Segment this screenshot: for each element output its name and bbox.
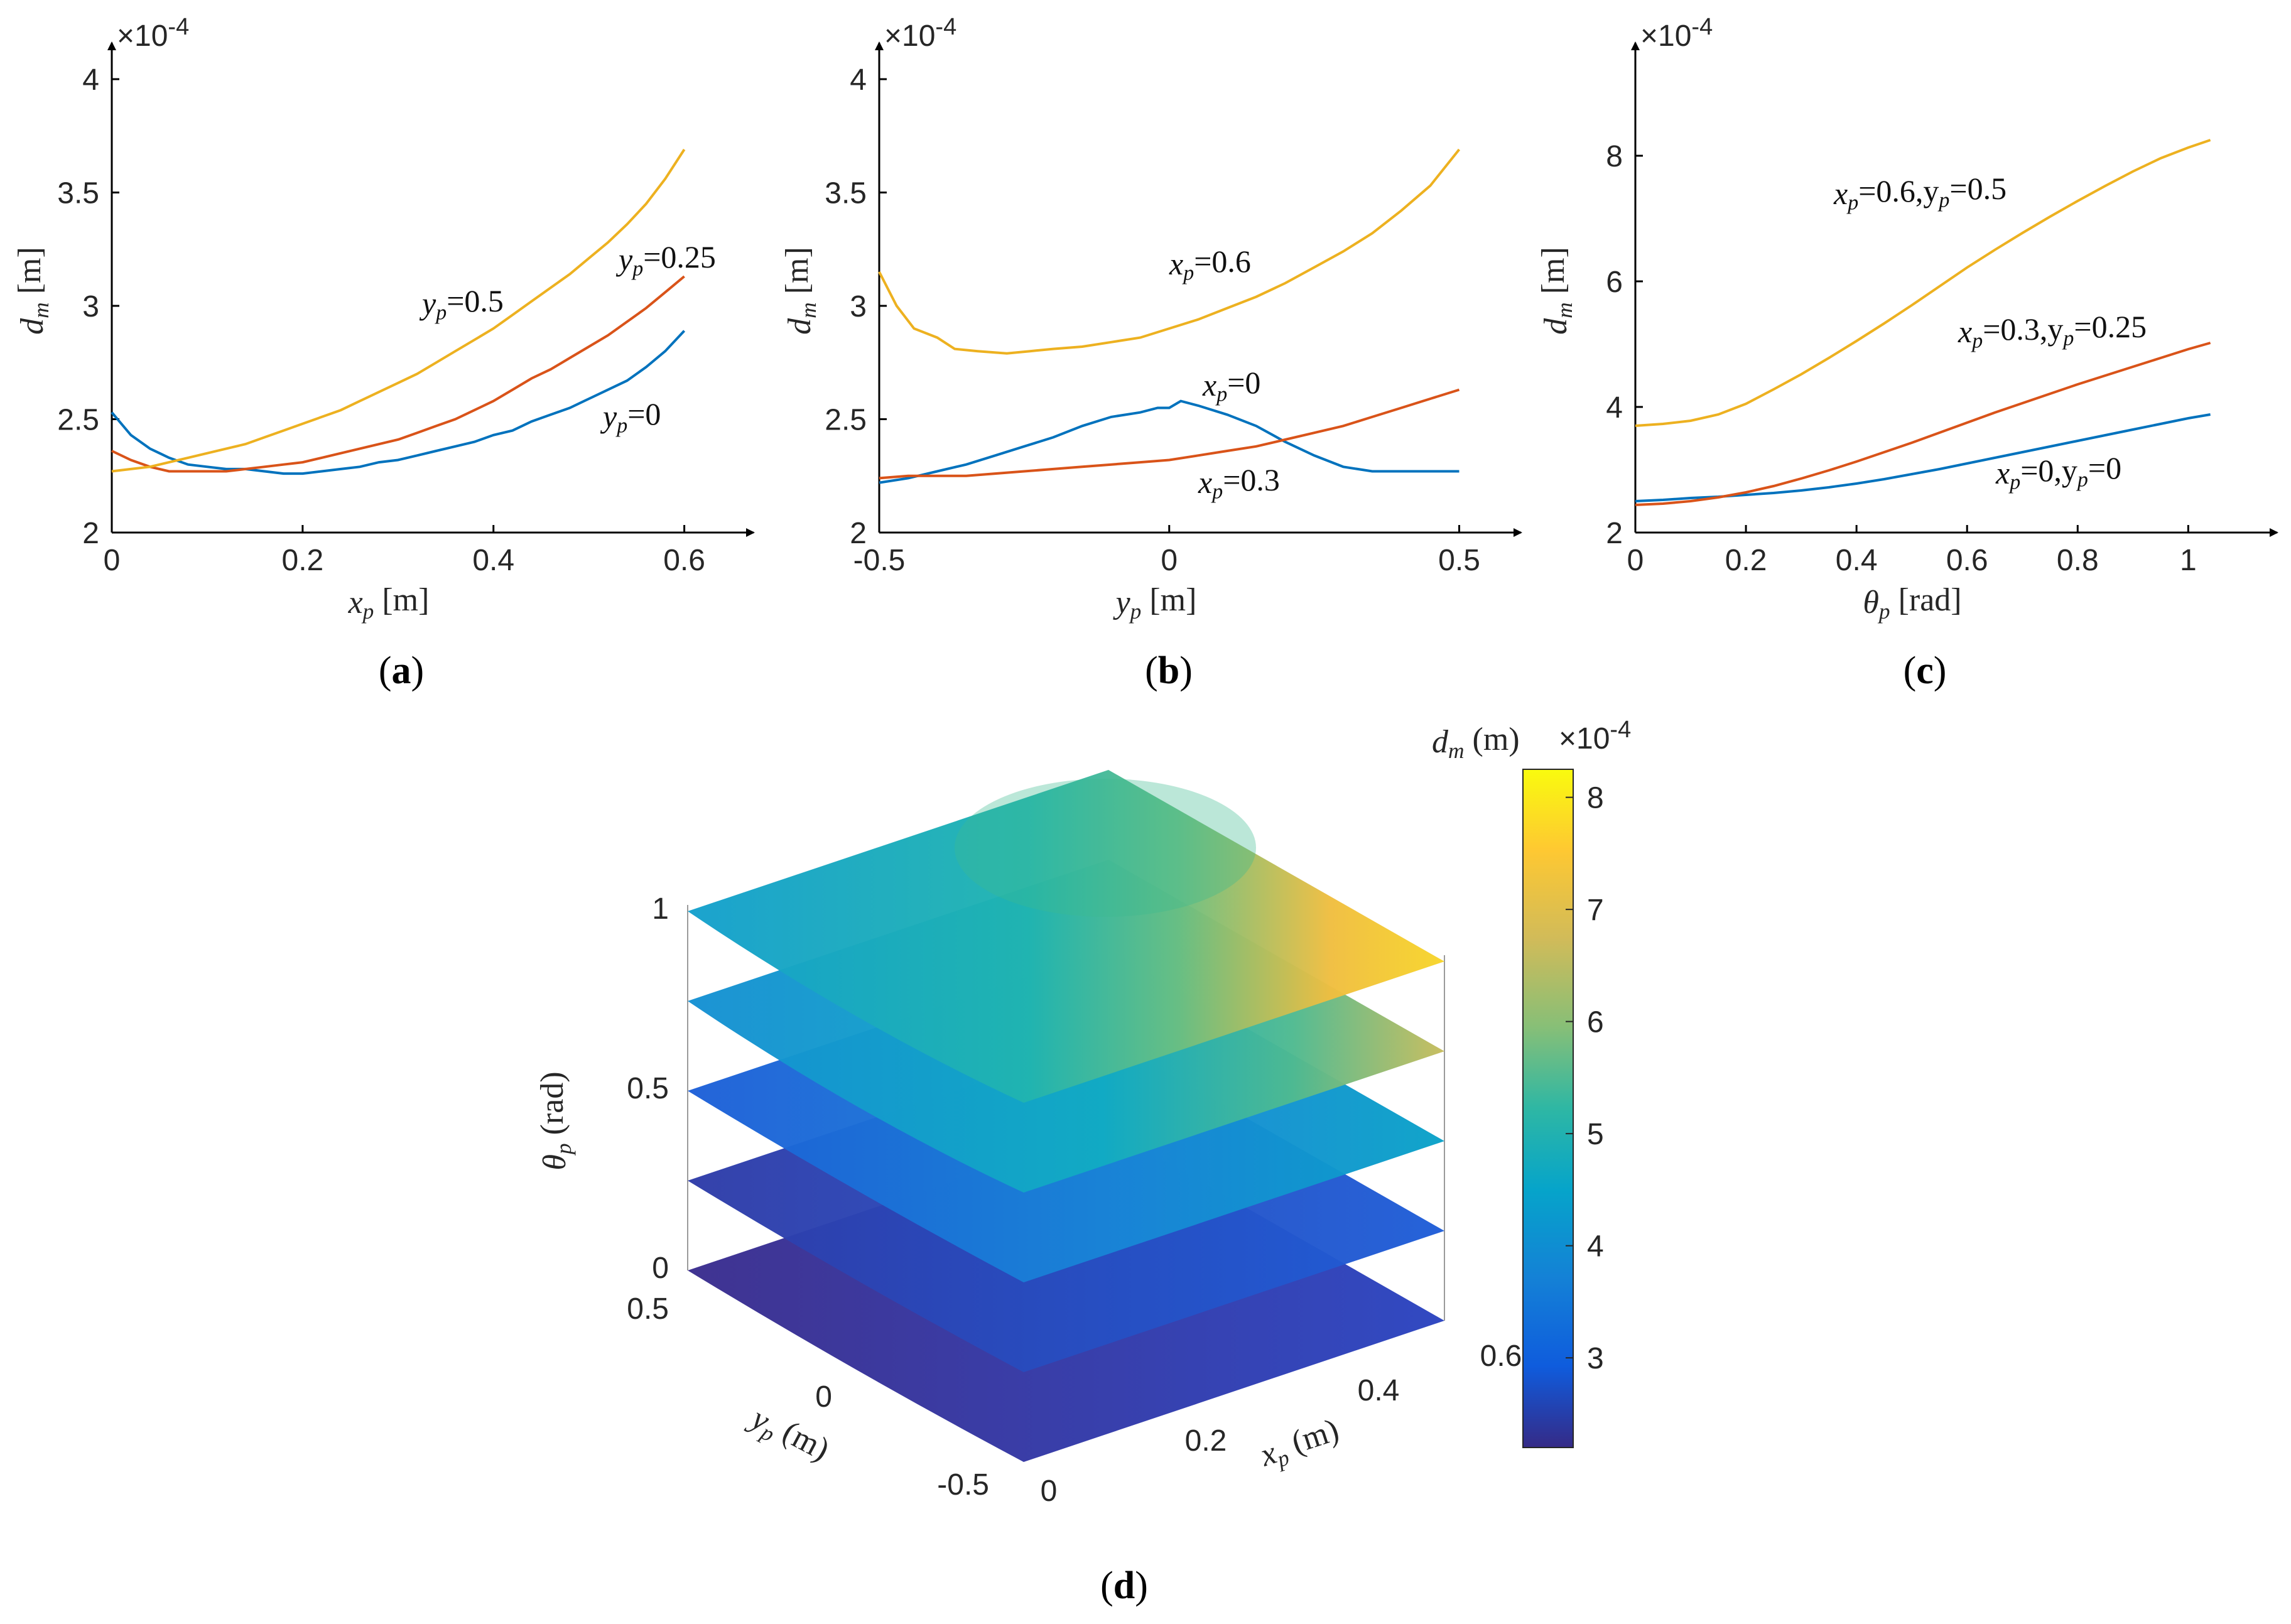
colorbar bbox=[1522, 769, 1574, 1448]
y-tick-label: 2 bbox=[82, 517, 99, 550]
x-tick-label: 0.2 bbox=[1185, 1424, 1227, 1458]
theta-axis-label: θp (rad) bbox=[534, 1071, 576, 1170]
y-exponent-label: ×10-4 bbox=[884, 14, 956, 53]
surface-highlight bbox=[955, 779, 1256, 917]
y-tick-label: 3 bbox=[850, 290, 867, 323]
y-exponent-label: ×10-4 bbox=[1640, 14, 1713, 53]
series-label: xp=0.6,yp=0.5 bbox=[1833, 171, 2007, 215]
chart-panel-c: 0 0.2 0.4 0.6 0.8 1 2 4 6 8 ×10-4 θp [rad] dm [m] (c)… bbox=[1535, 14, 2278, 692]
y-tick-label: 4 bbox=[1606, 391, 1623, 425]
y-tick-label: 8 bbox=[1606, 140, 1623, 173]
series-label: xp=0.3 bbox=[1198, 462, 1280, 504]
theta-tick-label: 0.5 bbox=[627, 1072, 669, 1105]
y-tick-label: 6 bbox=[1606, 266, 1623, 299]
series-label: xp=0.6 bbox=[1169, 244, 1251, 285]
colorbar-exponent: ×10-4 bbox=[1559, 717, 1631, 755]
colorbar-title: dm (m) bbox=[1432, 722, 1520, 763]
x-tick-label: 0.6 bbox=[1480, 1340, 1522, 1373]
panel-label: (b) bbox=[1145, 649, 1193, 692]
series-label: yp=0 bbox=[600, 396, 661, 438]
x-axis-label: yp [m] bbox=[1113, 582, 1197, 624]
theta-tick-label: 0 bbox=[652, 1252, 669, 1285]
x-tick-label: 0.6 bbox=[663, 544, 705, 577]
x-tick-label: -0.5 bbox=[853, 544, 906, 577]
colorbar-tick-label: 3 bbox=[1587, 1342, 1604, 1375]
x-tick-label: 0.8 bbox=[2057, 544, 2099, 577]
panel-label: (d) bbox=[1100, 1564, 1148, 1607]
x-tick-label: 0 bbox=[1627, 544, 1644, 577]
y-tick-label: 2 bbox=[850, 517, 867, 550]
chart-panel-d: 00.510.50-0.5 00.20.40.6θp (rad)yp (m) xp … bbox=[534, 717, 1631, 1607]
x-tick-label: 0.6 bbox=[1946, 544, 1988, 577]
y-tick-label: 2 bbox=[1606, 517, 1623, 550]
y-axis-label: dm [m] bbox=[12, 247, 53, 335]
x-axis-label: xp (m) bbox=[1255, 1412, 1345, 1476]
series-label: xp=0.3,yp=0.25 bbox=[1958, 309, 2147, 353]
theta-slice-surface bbox=[688, 770, 1444, 1103]
y-tick-label: 0 bbox=[815, 1380, 832, 1414]
y-tick-label: 4 bbox=[850, 63, 867, 97]
colorbar-tick-label: 4 bbox=[1587, 1230, 1604, 1264]
x-axis-label: xp [m] bbox=[348, 582, 430, 624]
theta-tick-label: 1 bbox=[652, 892, 669, 926]
y-axis-label: dm [m] bbox=[779, 247, 821, 335]
series-line bbox=[1635, 139, 2211, 427]
series-label: xp=0,yp=0 bbox=[1995, 450, 2121, 494]
y-exponent-label: ×10-4 bbox=[117, 14, 189, 53]
x-tick-label: 0 bbox=[1041, 1475, 1058, 1508]
x-tick-label: 0 bbox=[1161, 544, 1178, 577]
colorbar-tick-label: 5 bbox=[1587, 1118, 1604, 1151]
x-tick-label: 0 bbox=[104, 544, 121, 577]
colorbar-tick-label: 7 bbox=[1587, 894, 1604, 927]
series-line bbox=[111, 330, 686, 475]
y-tick-label: 4 bbox=[82, 63, 99, 97]
x-tick-label: 0.4 bbox=[1358, 1374, 1400, 1407]
colorbar-tick-label: 8 bbox=[1587, 782, 1604, 815]
x-tick-label: 0.5 bbox=[1438, 544, 1480, 577]
x-axis-label: θp [rad] bbox=[1863, 582, 1961, 624]
series-line bbox=[879, 399, 1460, 484]
y-tick-label: 2.5 bbox=[825, 404, 867, 437]
y-tick-label: -0.5 bbox=[937, 1468, 989, 1502]
colorbar-tick-label: 6 bbox=[1587, 1006, 1604, 1039]
series-line bbox=[1635, 413, 2211, 502]
x-tick-label: 0.4 bbox=[1836, 544, 1878, 577]
chart-panel-b: -0.5 0 0.5 2 2.5 3 3.5 4 ×10-4 yp [m] dm [m] (b) xp=… bbox=[779, 14, 1522, 692]
series-line bbox=[111, 275, 685, 473]
series-label: yp=0.25 bbox=[615, 239, 716, 281]
y-tick-label: 3.5 bbox=[57, 177, 99, 210]
panel-label: (a) bbox=[379, 649, 424, 692]
x-tick-label: 0.4 bbox=[472, 544, 514, 577]
series-label: xp=0 bbox=[1202, 365, 1260, 406]
x-tick-label: 1 bbox=[2180, 544, 2197, 577]
series-line bbox=[878, 148, 1461, 355]
panel-label: (c) bbox=[1904, 649, 1947, 692]
y-tick-label: 2.5 bbox=[57, 404, 99, 437]
x-tick-label: 0.2 bbox=[1725, 544, 1767, 577]
y-axis-label: dm [m] bbox=[1535, 247, 1577, 335]
series-line bbox=[111, 148, 686, 473]
y-tick-label: 3.5 bbox=[825, 177, 867, 210]
y-tick-label: 0.5 bbox=[627, 1292, 669, 1326]
series-line bbox=[1635, 342, 2211, 506]
chart-panel-a: 0 0.2 0.4 0.6 2 2.5 3 3.5 4 ×10-4 xp [m] dm [m] (a) y… bbox=[12, 14, 755, 692]
y-tick-label: 3 bbox=[82, 290, 99, 323]
series-label: yp=0.5 bbox=[419, 283, 504, 325]
x-tick-label: 0.2 bbox=[282, 544, 324, 577]
series-line bbox=[879, 388, 1460, 480]
